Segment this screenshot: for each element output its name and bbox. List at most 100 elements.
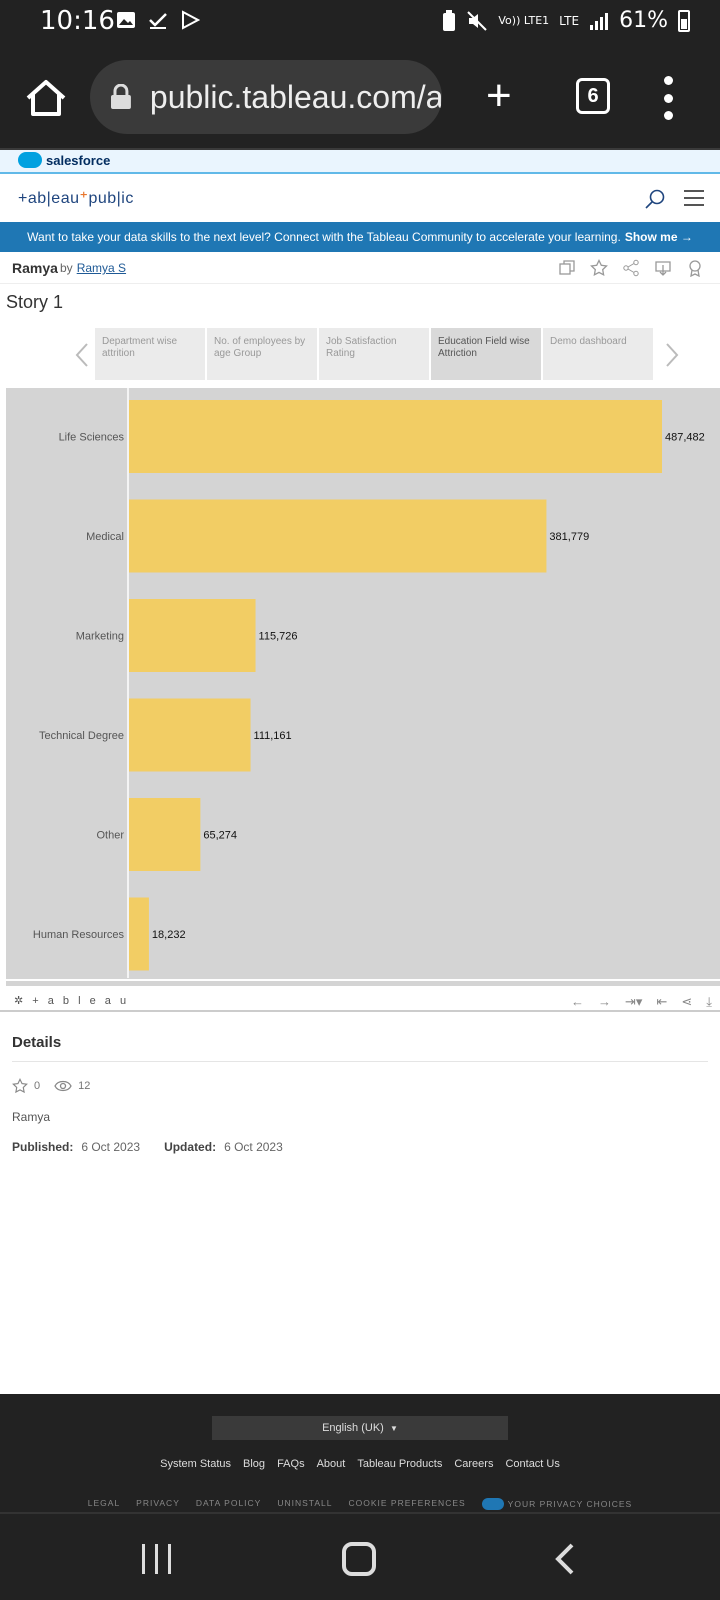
published-label: Published: [12,1140,74,1154]
bar-1[interactable] [129,499,547,573]
value-label-4: 65,274 [203,830,237,842]
share-icon[interactable] [622,259,640,277]
home-icon[interactable] [24,78,68,118]
copy-icon[interactable] [558,259,576,277]
bar-2[interactable] [129,599,256,672]
privacy-choices-label: YOUR PRIVACY CHOICES [507,1499,633,1509]
value-label-3: 111,161 [254,730,292,742]
home-nav-icon[interactable] [342,1542,376,1576]
download-icon[interactable] [654,259,672,277]
category-label-0: Life Sciences [59,432,125,444]
volte-label: Vo)) LTE1 [498,14,550,27]
undo-icon[interactable]: ← [571,994,585,1009]
toolbar-download-icon[interactable]: ⤓ [706,994,712,1009]
footer-link-about[interactable]: About [316,1458,346,1470]
address-bar[interactable]: public.tableau.com/a [90,60,442,134]
signal-icon [590,12,609,30]
legal-link[interactable]: LEGAL [87,1498,121,1508]
category-label-1: Medical [86,531,124,543]
footer-link-tableau-products[interactable]: Tableau Products [357,1458,443,1470]
story-point-1[interactable]: No. of employees by age Group [207,328,317,380]
published-date: 6 Oct 2023 [81,1140,141,1154]
hamburger-menu-icon[interactable] [684,190,704,206]
site-footer: English (UK) ▼ System Status Blog FAQs A… [0,1394,720,1512]
bar-5[interactable] [129,897,149,971]
value-label-2: 115,726 [259,631,298,643]
language-value: English (UK) [322,1422,384,1434]
date-info: Published: 6 Oct 2023 Updated: 6 Oct 2023 [12,1140,708,1154]
details-section: Details 0 12 Ramya Published: 6 Oct 2023 … [12,1034,708,1154]
badge-icon[interactable] [686,259,704,277]
show-me-link[interactable]: Show me → [624,230,693,244]
story-prev-icon[interactable] [74,342,90,368]
privacy-link[interactable]: PRIVACY [136,1498,180,1508]
category-label-2: Marketing [76,631,124,643]
tab-switcher-button[interactable]: 6 [576,78,610,114]
footer-link-careers[interactable]: Careers [454,1458,494,1470]
published-info: Published: 6 Oct 2023 [12,1140,140,1154]
salesforce-bar: salesforce [0,150,720,174]
story-point-3[interactable]: Education Field wise Attriction [431,328,541,380]
story-next-icon[interactable] [664,342,680,368]
reset-icon[interactable]: ⇤ [656,994,668,1009]
salesforce-cloud-icon [18,152,42,168]
updated-label: Updated: [164,1140,217,1154]
play-store-icon [182,10,200,30]
story-point-4[interactable]: Demo dashboard [543,328,653,380]
eye-icon [54,1080,72,1092]
category-label-5: Human Resources [33,929,125,941]
new-tab-icon[interactable]: + [486,71,512,120]
viz-toolbar: ✲ + a b l e a u ← → ⇥▾ ⇤ ⋖ ⤓ [0,992,720,1012]
recent-apps-icon[interactable] [142,1544,171,1574]
story-title: Story 1 [6,292,64,312]
tableau-public-header: +ab|eau⁺pub|ic [0,176,720,222]
redo-icon[interactable]: → [598,994,612,1009]
salesforce-label: salesforce [46,152,111,168]
back-icon[interactable] [550,1542,580,1576]
logo-plus-mark: ⁺ [79,190,89,207]
uninstall-link[interactable]: UNINSTALL [277,1498,333,1508]
cookie-preferences-link[interactable]: COOKIE PREFERENCES [348,1498,466,1508]
footer-link-faqs[interactable]: FAQs [277,1458,305,1470]
browser-menu-icon[interactable] [660,76,676,120]
footer-link-system-status[interactable]: System Status [160,1458,232,1470]
details-heading: Details [12,1034,708,1062]
language-select[interactable]: English (UK) ▼ [212,1416,508,1440]
community-banner: Want to take your data skills to the nex… [0,222,720,252]
lock-icon [110,84,131,109]
toolbar-share-icon[interactable]: ⋖ [681,994,693,1009]
chart-svg: Life Sciences 487,482 Medical 381,779 Market… [6,388,720,981]
salesforce-logo[interactable]: salesforce [18,152,110,168]
data-policy-link[interactable]: DATA POLICY [195,1498,262,1508]
system-icons: Vo)) LTE1 LTE 61% [442,8,690,33]
revert-icon[interactable]: ⇥▾ [625,994,643,1009]
browser-toolbar: public.tableau.com/a + 6 [0,44,720,150]
tableau-toolbar-logo[interactable]: ✲ + a b l e a u [14,995,130,1007]
tableau-public-logo[interactable]: +ab|eau⁺pub|ic [18,188,134,208]
viz-title-bar: Ramya by Ramya S [0,252,720,284]
toolbar-controls: ← → ⇥▾ ⇤ ⋖ ⤓ [571,994,712,1010]
author-link[interactable]: Ramya S [76,261,127,275]
bar-3[interactable] [129,698,251,772]
bar-4[interactable] [129,798,201,871]
search-icon[interactable] [644,188,666,210]
bar-chart: Life Sciences 487,482 Medical 381,779 Market… [6,388,720,986]
author-line: by Ramya S [60,261,126,275]
owner-name: Ramya [12,1110,51,1124]
tableau-logo-text: + a b l e a u [32,995,130,1007]
viz-actions [558,259,704,277]
notification-icons [116,10,200,30]
views-count: 12 [78,1080,91,1092]
star-icon[interactable] [12,1078,28,1094]
chevron-down-icon: ▼ [389,1423,398,1433]
story-point-2[interactable]: Job Satisfaction Rating [319,328,429,380]
updated-date: 6 Oct 2023 [224,1140,283,1154]
privacy-choices-link[interactable]: YOUR PRIVACY CHOICES [481,1498,633,1510]
footer-link-blog[interactable]: Blog [243,1458,266,1470]
footer-link-contact[interactable]: Contact Us [505,1458,560,1470]
favorite-icon[interactable] [590,259,608,277]
story-point-0[interactable]: Department wise attrition [95,328,205,380]
story-points: Department wise attrition No. of employe… [95,328,653,380]
bar-0[interactable] [129,400,662,473]
clock: 10:16 [40,6,115,36]
